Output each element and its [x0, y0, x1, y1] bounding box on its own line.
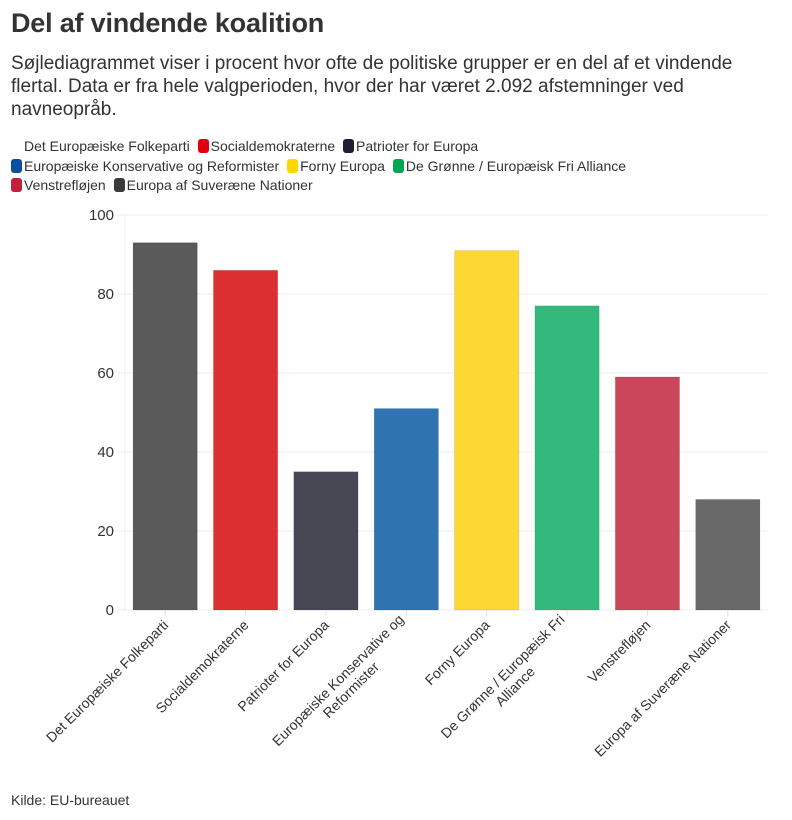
y-axis: 0 20 40 60 80 100: [89, 207, 114, 619]
legend-label: De Grønne / Europæisk Fri Alliance: [405, 157, 627, 174]
y-tick-label: 40: [97, 444, 114, 461]
legend-item-renew[interactable]: Forny Europa: [287, 157, 385, 177]
source-note: Kilde: EU-bureauet: [11, 792, 130, 808]
x-tick-label: Europa af Suveræne Nationer: [591, 617, 734, 760]
legend-item-ecr[interactable]: Europæiske Konservative og Reformister: [11, 157, 279, 177]
legend-item-sd[interactable]: Socialdemokraterne: [197, 137, 336, 157]
bar: [132, 242, 198, 611]
legend-label: Forny Europa: [300, 157, 385, 174]
bar: [695, 498, 761, 611]
x-tick-label: Venstrefløjen: [584, 617, 653, 686]
legend-item-epp[interactable]: Det Europæiske Folkeparti: [11, 137, 190, 157]
bar: [373, 408, 439, 611]
chart-subtitle: Søjlediagrammet viser i procent hvor oft…: [11, 53, 733, 120]
legend-label: Europæiske Konservative og Reformister: [24, 157, 280, 174]
bar: [293, 471, 359, 611]
x-axis: Det Europæiske FolkepartiSocialdemokrate…: [43, 610, 734, 760]
legend-swatch: [11, 158, 22, 173]
x-tick-label: Forny Europa: [422, 617, 493, 688]
legend-item-left[interactable]: Venstrefløjen: [11, 176, 106, 196]
bar: [614, 376, 681, 611]
bar: [454, 250, 520, 611]
legend-swatch: [197, 139, 209, 153]
y-tick-label: 100: [89, 207, 114, 224]
legend-swatch: [113, 178, 125, 192]
legend-item-pfe[interactable]: Patrioter for Europa: [343, 137, 478, 157]
y-tick-label: 20: [97, 523, 114, 540]
legend-swatch: [343, 139, 355, 153]
x-tick-label-line: Forny Europa: [422, 617, 493, 688]
x-tick-label-line: De Grønne / Europæisk Fri: [437, 611, 567, 741]
legend-swatch: [392, 158, 404, 173]
bars: [132, 242, 761, 611]
x-tick-label-line: Europæiske Konservative og: [269, 611, 407, 749]
y-tick-label: 60: [97, 365, 114, 382]
legend: Det Europæiske Folkeparti Socialdemokrat…: [11, 137, 771, 196]
x-tick-label-line: Det Europæiske Folkeparti: [43, 617, 172, 746]
legend-label: Det Europæiske Folkeparti: [24, 138, 190, 154]
legend-label: Patrioter for Europa: [356, 138, 479, 154]
legend-label: Socialdemokraterne: [210, 138, 336, 154]
x-tick-label-line: Europa af Suveræne Nationer: [591, 617, 734, 760]
legend-item-esn[interactable]: Europa af Suveræne Nationer: [113, 176, 313, 196]
y-tick-label: 0: [106, 602, 114, 619]
x-tick-label: Europæiske Konservative ogReformister: [269, 611, 418, 760]
legend-label: Europa af Suveræne Nationer: [126, 177, 313, 193]
x-tick-label: De Grønne / Europæisk FriAlliance: [437, 611, 578, 752]
chart-title: Del af vindende koalition: [11, 8, 325, 38]
legend-swatch: [11, 178, 22, 192]
legend-label: Venstrefløjen: [24, 177, 106, 193]
x-tick-label: Det Europæiske Folkeparti: [43, 617, 172, 746]
legend-swatch: [287, 158, 299, 173]
y-tick-label: 80: [97, 286, 114, 303]
bar: [534, 305, 600, 611]
bar: [212, 269, 279, 611]
legend-item-greens[interactable]: De Grønne / Europæisk Fri Alliance: [392, 157, 627, 177]
x-tick-label-line: Venstrefløjen: [584, 617, 653, 686]
